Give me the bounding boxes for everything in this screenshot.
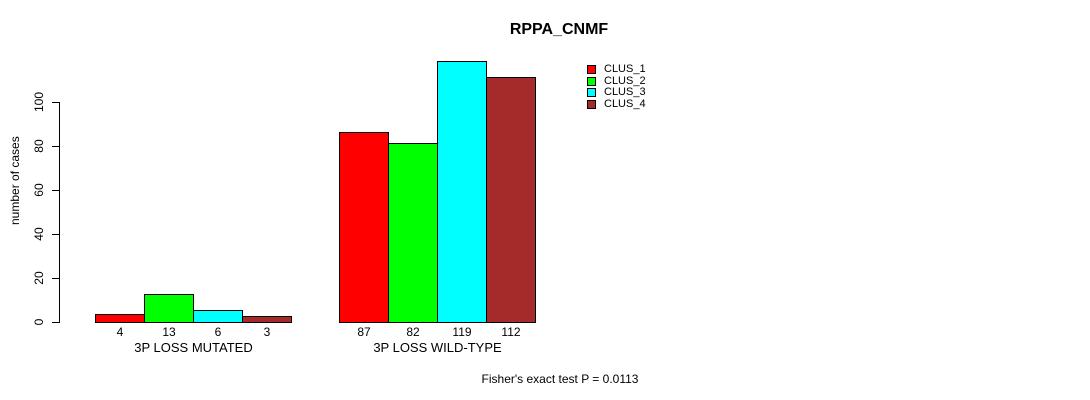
bar-clus_1	[339, 132, 389, 323]
y-tick	[52, 190, 59, 191]
y-tick	[52, 146, 59, 147]
y-axis-line	[59, 102, 60, 323]
category-label: 3P LOSS WILD-TYPE	[373, 340, 502, 355]
y-tick-label: 40	[32, 227, 46, 241]
bar-value-label: 6	[214, 325, 222, 339]
y-tick	[52, 278, 59, 279]
legend-swatch-clus_3	[587, 88, 596, 97]
bar-value-label: 112	[501, 325, 521, 339]
y-axis-label: number of cases	[8, 136, 22, 225]
legend-label: CLUS_4	[604, 98, 646, 110]
y-tick	[52, 234, 59, 235]
category-label: 3P LOSS MUTATED	[134, 340, 253, 355]
bar-value-label: 82	[406, 325, 420, 339]
y-tick	[52, 102, 59, 103]
y-tick-label: 0	[32, 318, 46, 326]
footer-annotation: Fisher's exact test P = 0.0113	[481, 372, 639, 386]
bar-value-label: 87	[357, 325, 371, 339]
chart-title: RPPA_CNMF	[509, 21, 609, 38]
bar-value-label: 119	[452, 325, 472, 339]
bar-clus_4	[242, 316, 292, 323]
bar-clus_1	[95, 314, 145, 323]
legend-label: CLUS_1	[604, 63, 646, 75]
bar-clus_4	[486, 77, 536, 323]
legend-swatch-clus_1	[587, 65, 596, 74]
legend-swatch-clus_4	[587, 100, 596, 109]
legend-label: CLUS_3	[604, 86, 646, 98]
bar-clus_3	[193, 310, 243, 323]
bar-clus_2	[388, 143, 438, 323]
bar-value-label: 4	[116, 325, 124, 339]
bar-clus_2	[144, 294, 194, 323]
bar-value-label: 13	[162, 325, 176, 339]
legend-label: CLUS_2	[604, 75, 646, 87]
y-tick-label: 100	[32, 91, 46, 113]
y-tick-label: 20	[32, 271, 46, 285]
y-tick	[52, 322, 59, 323]
y-tick-label: 80	[32, 139, 46, 153]
bar-value-label: 3	[263, 325, 271, 339]
y-tick-label: 60	[32, 183, 46, 197]
bar-clus_3	[437, 61, 487, 323]
legend-swatch-clus_2	[587, 77, 596, 86]
